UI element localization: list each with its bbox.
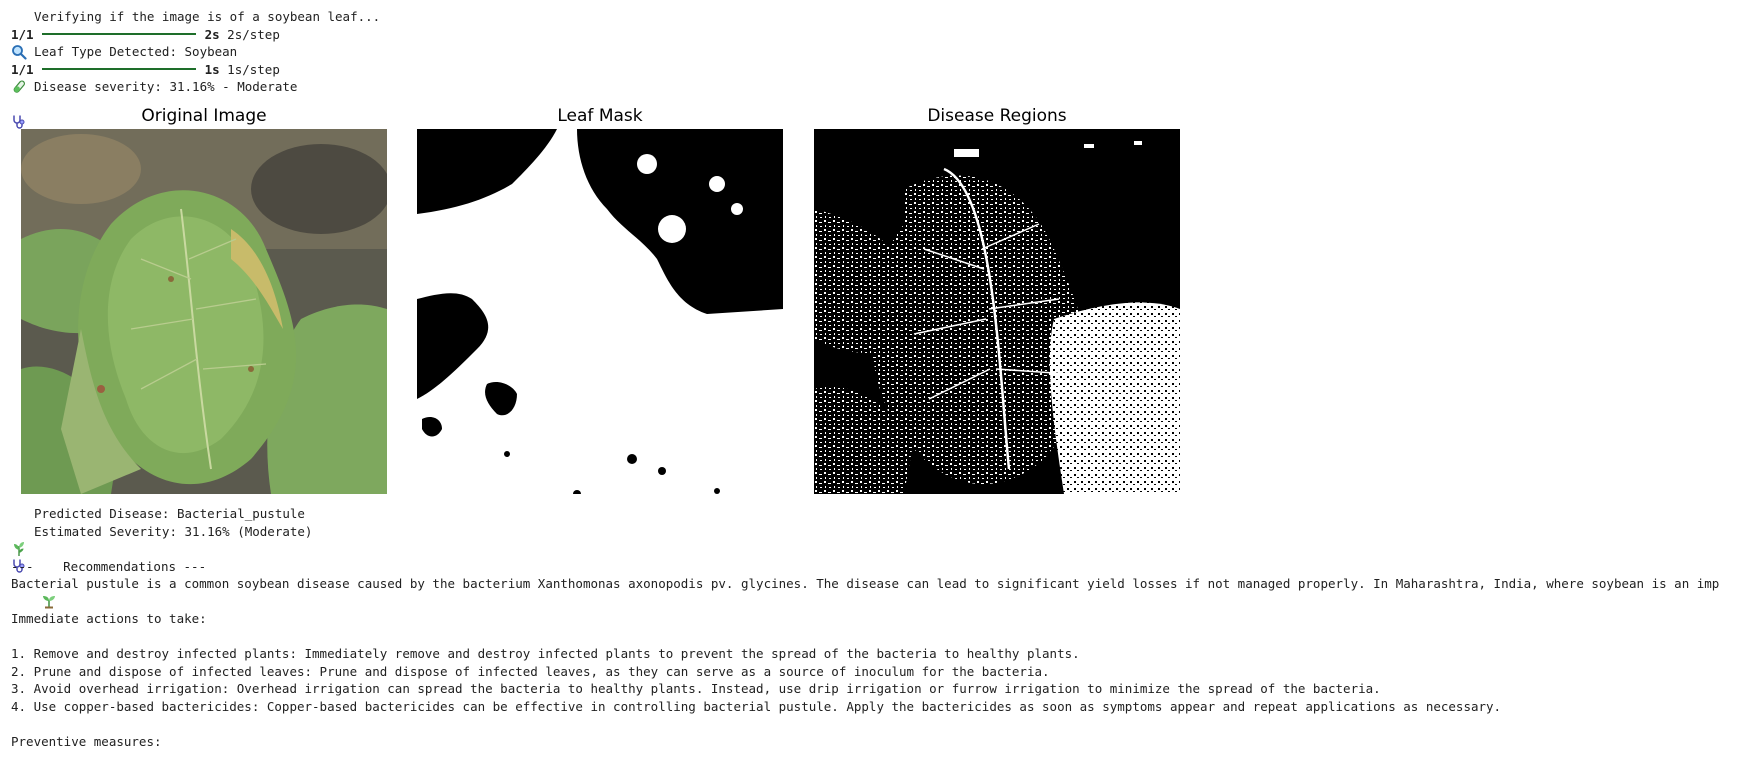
step-rate: 2s/step bbox=[227, 26, 280, 42]
progress-bar bbox=[41, 33, 196, 36]
figure: Original Image Leaf M bbox=[0, 104, 1200, 496]
preventive-heading: Preventive measures: bbox=[11, 733, 162, 749]
stethoscope-icon bbox=[11, 79, 27, 129]
panel-original: Original Image bbox=[21, 104, 387, 494]
leaf-type-line: Leaf Type Detected: Soybean bbox=[11, 43, 1757, 93]
progress-bar bbox=[41, 68, 196, 71]
seedling-icon bbox=[41, 558, 57, 609]
action-item: 3. Avoid overhead irrigation: Overhead i… bbox=[11, 681, 1381, 696]
severity-text: Disease severity: 31.16% - Moderate bbox=[34, 79, 298, 94]
action-item: 2. Prune and dispose of infected leaves:… bbox=[11, 663, 1050, 679]
panel-leaf-mask: Leaf Mask bbox=[417, 104, 783, 494]
action-item: 1. Remove and destroy infected plants: I… bbox=[11, 646, 1080, 661]
step-count: 1/1 bbox=[11, 61, 34, 77]
leaf-mask-image bbox=[417, 129, 783, 494]
intro-text: Bacterial pustule is a common soybean di… bbox=[11, 576, 1720, 591]
action-item: 4. Use copper-based bactericides: Copper… bbox=[11, 698, 1502, 714]
progress-line-1: 1/1 2s 2s/step bbox=[11, 26, 1757, 44]
heading-prefix: --- bbox=[11, 558, 34, 574]
progress-line-2: 1/1 1s 1s/step bbox=[11, 61, 1757, 79]
step-count: 1/1 bbox=[11, 26, 34, 42]
estimated-text: Estimated Severity: 31.16% (Moderate) bbox=[34, 523, 313, 539]
stethoscope-icon bbox=[11, 523, 27, 573]
step-rate: 1s/step bbox=[227, 61, 280, 77]
test-tube-icon bbox=[11, 44, 27, 93]
heading-label: Recommendations --- bbox=[63, 558, 207, 574]
verify-line: Verifying if the image is of a soybean l… bbox=[11, 8, 1757, 60]
severity-line: Disease severity: 31.16% - Moderate bbox=[11, 78, 1757, 129]
output-log: Verifying if the image is of a soybean l… bbox=[11, 8, 1757, 129]
step-time: 1s bbox=[204, 61, 220, 77]
magnifying-glass-icon bbox=[11, 9, 27, 60]
predicted-line: Predicted Disease: Bacterial_pustule bbox=[11, 505, 1757, 556]
panel-title: Original Image bbox=[141, 106, 267, 126]
immediate-heading: Immediate actions to take: bbox=[11, 611, 207, 626]
step-time: 2s bbox=[204, 26, 220, 42]
panel-title: Disease Regions bbox=[927, 106, 1067, 126]
result-block: Predicted Disease: Bacterial_pustule Est… bbox=[11, 505, 1757, 750]
disease-regions-image bbox=[814, 129, 1180, 494]
leaf-type-text: Leaf Type Detected: Soybean bbox=[34, 44, 238, 59]
recommendations-heading: --- Recommendations --- bbox=[11, 558, 1757, 609]
panel-disease-regions: Disease Regions bbox=[814, 104, 1180, 494]
herb-icon bbox=[11, 506, 27, 556]
panel-title: Leaf Mask bbox=[557, 106, 643, 126]
estimated-line: Estimated Severity: 31.16% (Moderate) bbox=[11, 523, 1757, 573]
predicted-text: Predicted Disease: Bacterial_pustule bbox=[34, 506, 305, 521]
original-leaf-image bbox=[21, 129, 387, 494]
verify-text: Verifying if the image is of a soybean l… bbox=[34, 9, 381, 24]
